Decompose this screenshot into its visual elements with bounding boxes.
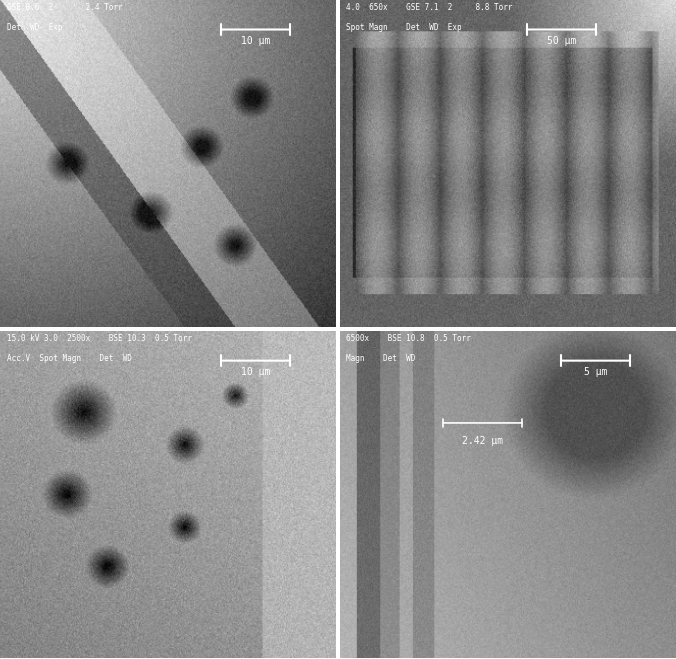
Text: Spot Magn    Det  WD  Exp: Spot Magn Det WD Exp — [346, 23, 462, 32]
Text: Magn    Det  WD: Magn Det WD — [346, 354, 416, 363]
Text: Acc.V  Spot Magn    Det  WD: Acc.V Spot Magn Det WD — [7, 354, 132, 363]
Text: 4.0  650x    GSE 7.1  2     8.8 Torr: 4.0 650x GSE 7.1 2 8.8 Torr — [346, 3, 513, 13]
Text: GSE 8.6  2       2.4 Torr: GSE 8.6 2 2.4 Torr — [7, 3, 122, 13]
Text: 5 µm: 5 µm — [583, 367, 607, 377]
Text: 10 µm: 10 µm — [241, 36, 270, 46]
Text: Det  WD  Exp: Det WD Exp — [7, 23, 62, 32]
Text: 50 µm: 50 µm — [547, 36, 577, 46]
Text: 6500x    BSE 10.8  0.5 Torr: 6500x BSE 10.8 0.5 Torr — [346, 334, 471, 343]
Text: 2.42 µm: 2.42 µm — [462, 436, 503, 446]
Text: 15.0 kV 3.0  2500x    BSE 10.3  0.5 Torr: 15.0 kV 3.0 2500x BSE 10.3 0.5 Torr — [7, 334, 192, 343]
Text: 10 µm: 10 µm — [241, 367, 270, 377]
